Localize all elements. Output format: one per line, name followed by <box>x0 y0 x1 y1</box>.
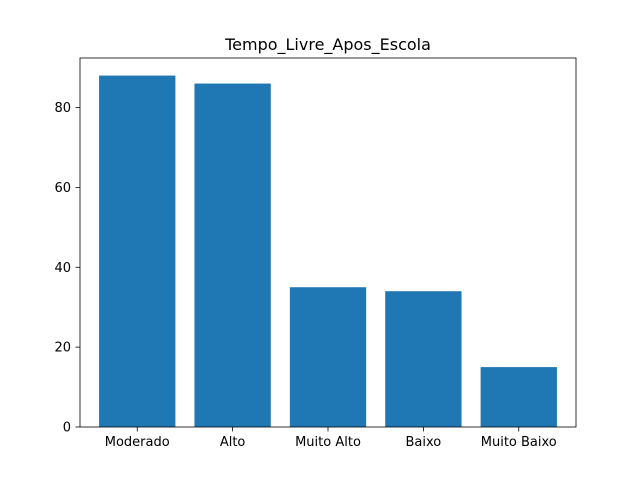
x-tick-label: Moderado <box>105 435 170 450</box>
x-tick-label: Muito Alto <box>295 435 361 450</box>
chart-title: Tempo_Livre_Apos_Escola <box>224 35 431 55</box>
bar-muito-baixo <box>480 367 557 427</box>
bar-baixo <box>385 291 462 427</box>
bar-alto <box>194 83 271 427</box>
x-tick-label: Muito Baixo <box>481 435 557 450</box>
y-tick-label: 0 <box>63 421 71 436</box>
x-tick-label: Alto <box>220 435 246 450</box>
y-tick-label: 80 <box>54 101 71 116</box>
x-tick-label: Baixo <box>406 435 442 450</box>
bar-moderado <box>99 75 176 427</box>
bars-layer <box>99 75 557 427</box>
y-tick-label: 60 <box>54 181 71 196</box>
axes-layer: Moderado Alto Muito Alto Baixo Muito Baixo 0 2… <box>54 57 577 450</box>
y-tick-label: 40 <box>54 261 71 276</box>
bar-muito-alto <box>289 287 367 427</box>
y-tick-label: 20 <box>54 341 71 356</box>
